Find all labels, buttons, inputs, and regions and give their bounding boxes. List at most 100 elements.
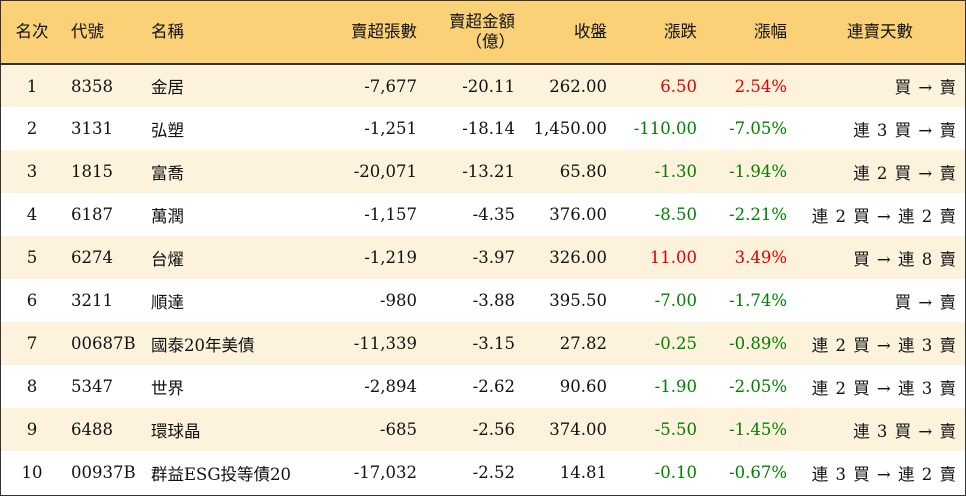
row-net-sell-shares: -11,339 [353, 334, 417, 353]
row-net-sell-shares: -7,677 [364, 76, 417, 96]
table-row: 9 6488 環球晶 -685 -2.56 374.00 -5.50 -1.45% 連 3 買 … [1, 408, 965, 451]
header-change: 漲跌 [664, 22, 697, 41]
row-rank: 4 [26, 205, 38, 224]
row-code: 00937B [71, 463, 136, 482]
row-name: 萬潤 [151, 206, 184, 226]
row-net-sell-amount: -3.97 [472, 248, 515, 267]
row-net-sell-amount: -2.56 [472, 420, 515, 439]
table-row: 1 8358 金居 -7,677 -20.11 262.00 6.50 2.54% 買 → 賣 [1, 64, 965, 107]
row-pct: -0.89% [729, 334, 787, 353]
row-change: 6.50 [660, 76, 697, 96]
row-net-sell-shares: -1,219 [364, 248, 417, 267]
row-pct: -2.21% [729, 205, 787, 224]
row-close: 27.82 [559, 334, 607, 353]
row-streak: 買 → 賣 [894, 78, 957, 97]
row-streak: 連 3 買 → 連 2 賣 [811, 464, 957, 484]
row-pct: -1.74% [729, 291, 787, 310]
row-pct: -1.94% [729, 162, 787, 181]
table-row: 5 6274 台燿 -1,219 -3.97 326.00 11.00 3.49% 買 → 連 … [1, 236, 965, 279]
row-change: -0.10 [654, 463, 697, 482]
row-name: 順達 [151, 292, 184, 312]
table-row: 6 3211 順達 -980 -3.88 395.50 -7.00 -1.74% 買 → 賣 [1, 279, 965, 322]
row-net-sell-amount: -3.88 [472, 291, 515, 310]
header-name: 名稱 [151, 22, 184, 41]
row-close: 376.00 [549, 205, 607, 224]
row-close: 1,450.00 [533, 119, 607, 138]
header-net-sell-amount-line1: 賣超金額 [449, 12, 515, 31]
row-net-sell-shares: -1,157 [364, 205, 417, 224]
table-row: 7 00687B 國泰20年美債 -11,339 -3.15 27.82 -0.25 -0.8… [1, 322, 965, 365]
table-row: 3 1815 富喬 -20,071 -13.21 65.80 -1.30 -1.94% 連 2 … [1, 150, 965, 193]
row-name: 環球晶 [151, 421, 201, 441]
row-change: -7.00 [654, 291, 697, 310]
row-close: 262.00 [549, 76, 607, 96]
row-name: 金居 [151, 78, 184, 97]
header-net-sell-shares: 賣超張數 [351, 22, 417, 41]
table-body: 1 8358 金居 -7,677 -20.11 262.00 6.50 2.54% 買 → 賣 2… [1, 64, 965, 494]
row-net-sell-shares: -685 [379, 420, 417, 439]
row-change: -5.50 [654, 420, 697, 439]
row-streak: 買 → 連 8 賣 [853, 249, 957, 269]
row-rank: 1 [26, 76, 38, 96]
row-pct: -7.05% [729, 119, 787, 138]
row-name: 台燿 [151, 249, 184, 269]
header-close: 收盤 [574, 22, 607, 41]
row-code: 6187 [71, 205, 113, 224]
table-row: 10 00937B 群益ESG投等債20 -17,032 -2.52 14.81 -0.10… [1, 451, 965, 494]
row-net-sell-amount: -13.21 [462, 162, 515, 181]
row-net-sell-amount: -2.62 [472, 377, 515, 396]
row-change: -0.25 [654, 334, 697, 353]
table-row: 8 5347 世界 -2,894 -2.62 90.60 -1.90 -2.05% 連 2 買 … [1, 365, 965, 408]
row-rank: 3 [26, 162, 38, 181]
row-net-sell-amount: -20.11 [462, 76, 515, 96]
row-change: -110.00 [633, 119, 697, 138]
row-close: 395.50 [549, 291, 607, 310]
row-streak: 連 3 買 → 賣 [853, 421, 957, 441]
row-name: 群益ESG投等債20 [151, 464, 292, 484]
row-rank: 2 [26, 119, 38, 138]
row-rank: 10 [21, 463, 43, 482]
row-streak: 買 → 賣 [894, 292, 957, 312]
row-name: 國泰20年美債 [151, 335, 255, 355]
row-net-sell-amount: -3.15 [472, 334, 515, 353]
row-name: 弘塑 [151, 120, 184, 140]
row-streak: 連 2 買 → 賣 [853, 163, 957, 183]
row-pct: -1.45% [729, 420, 787, 439]
row-rank: 8 [26, 377, 38, 396]
header-streak: 連賣天數 [847, 22, 913, 41]
row-close: 374.00 [549, 420, 607, 439]
row-change: -1.30 [654, 162, 697, 181]
row-close: 14.81 [559, 463, 607, 482]
row-net-sell-amount: -18.14 [462, 119, 515, 138]
row-streak: 連 2 買 → 連 3 賣 [811, 378, 957, 398]
row-net-sell-shares: -2,894 [364, 377, 417, 396]
row-close: 90.60 [559, 377, 607, 396]
row-net-sell-shares: -20,071 [353, 162, 417, 181]
row-net-sell-shares: -17,032 [353, 463, 417, 482]
row-code: 3131 [71, 119, 113, 138]
row-change: -8.50 [654, 205, 697, 224]
row-rank: 5 [26, 248, 38, 267]
row-close: 65.80 [559, 162, 607, 181]
row-streak: 連 3 買 → 賣 [853, 120, 957, 140]
row-name: 世界 [151, 378, 184, 398]
header-net-sell-amount: 賣超金額 （億） [425, 1, 523, 64]
header-net-sell-amount-line2: （億） [465, 32, 516, 51]
row-change: -1.90 [654, 377, 697, 396]
row-net-sell-amount: -2.52 [472, 463, 515, 482]
row-code: 00687B [71, 334, 136, 353]
row-code: 8358 [71, 76, 113, 96]
row-net-sell-shares: -1,251 [364, 119, 417, 138]
header-pct: 漲幅 [754, 22, 787, 41]
row-code: 5347 [71, 377, 113, 396]
row-code: 1815 [71, 162, 113, 181]
header-rank: 名次 [15, 22, 49, 41]
header-code: 代號 [71, 22, 104, 41]
row-code: 3211 [71, 291, 113, 310]
row-change: 11.00 [649, 248, 697, 267]
row-rank: 9 [26, 420, 38, 439]
row-net-sell-shares: -980 [379, 291, 417, 310]
row-pct: -2.05% [729, 377, 787, 396]
